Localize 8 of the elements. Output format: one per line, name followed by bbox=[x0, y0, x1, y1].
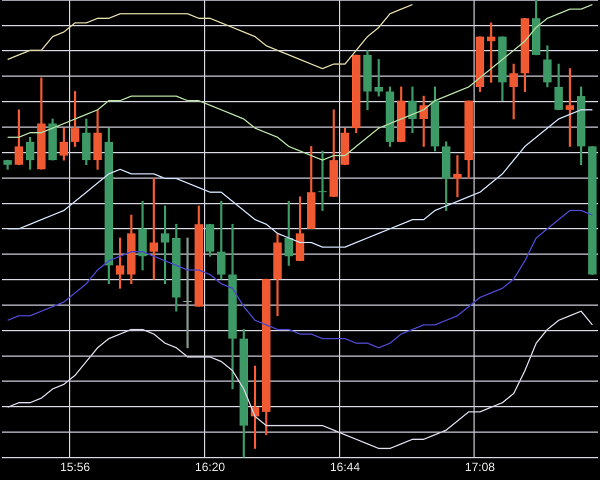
x-tick-label: 16:20 bbox=[195, 460, 226, 474]
candlestick bbox=[486, 22, 496, 83]
x-tick-label: 15:56 bbox=[60, 460, 90, 474]
x-tick-label: 16:44 bbox=[330, 460, 360, 474]
x-tick-label: 17:08 bbox=[464, 460, 496, 474]
candlestick bbox=[150, 178, 158, 280]
candlestick bbox=[183, 238, 192, 348]
candlestick bbox=[374, 59, 383, 96]
